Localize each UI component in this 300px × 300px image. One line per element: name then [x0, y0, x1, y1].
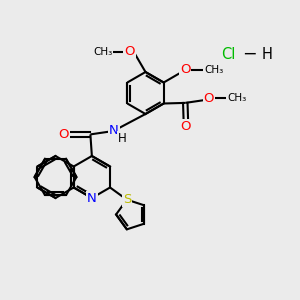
Text: CH₃: CH₃ — [204, 65, 223, 75]
Text: −: − — [242, 45, 257, 63]
Text: N: N — [87, 191, 97, 205]
Text: H: H — [262, 46, 272, 62]
Text: CH₃: CH₃ — [227, 93, 247, 103]
Text: O: O — [59, 128, 69, 141]
Text: N: N — [109, 124, 118, 137]
Text: O: O — [180, 63, 190, 76]
Text: H: H — [118, 131, 127, 145]
Text: CH₃: CH₃ — [93, 46, 112, 57]
Text: Cl: Cl — [221, 46, 235, 62]
Text: O: O — [203, 92, 214, 105]
Text: S: S — [123, 193, 131, 206]
Text: O: O — [181, 120, 191, 134]
Text: O: O — [124, 45, 135, 58]
